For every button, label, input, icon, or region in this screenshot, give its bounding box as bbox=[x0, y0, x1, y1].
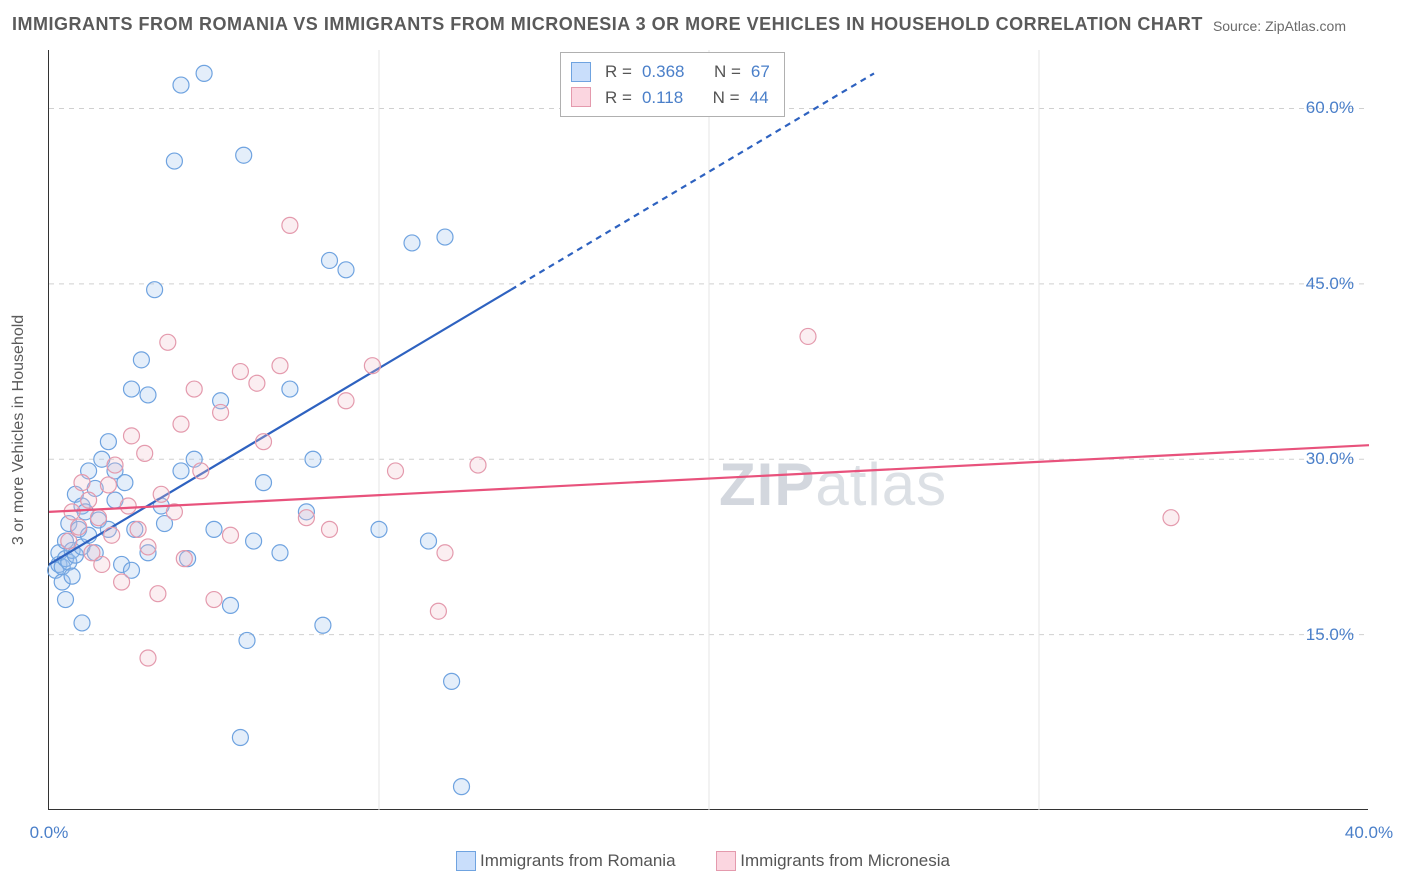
legend-item: Immigrants from Romania bbox=[456, 851, 676, 871]
bottom-legend: Immigrants from Romania Immigrants from … bbox=[0, 851, 1406, 876]
stats-n-label: N = bbox=[714, 59, 741, 85]
stats-row: R = 0.368 N = 67 bbox=[571, 59, 770, 85]
x-tick-label: 40.0% bbox=[1345, 823, 1393, 843]
stats-swatch bbox=[571, 62, 591, 82]
stats-r-value: 0.118 bbox=[642, 85, 683, 111]
stats-row: R = 0.118 N = 44 bbox=[571, 85, 770, 111]
stats-swatch bbox=[571, 87, 591, 107]
y-tick-label: 15.0% bbox=[1306, 625, 1354, 645]
y-tick-label: 30.0% bbox=[1306, 449, 1354, 469]
legend-swatch bbox=[456, 851, 476, 871]
plot-svg bbox=[49, 50, 1368, 809]
stats-r-value: 0.368 bbox=[642, 59, 685, 85]
source-label: Source: ZipAtlas.com bbox=[1213, 18, 1346, 34]
stats-r-label: R = bbox=[605, 59, 632, 85]
legend-swatch bbox=[716, 851, 736, 871]
legend-item: Immigrants from Micronesia bbox=[716, 851, 950, 871]
chart-title: IMMIGRANTS FROM ROMANIA VS IMMIGRANTS FR… bbox=[12, 14, 1203, 35]
legend-label: Immigrants from Romania bbox=[480, 851, 676, 871]
stats-n-value: 44 bbox=[750, 85, 769, 111]
y-axis-label: 3 or more Vehicles in Household bbox=[10, 315, 28, 545]
stats-n-label: N = bbox=[713, 85, 740, 111]
y-tick-label: 45.0% bbox=[1306, 274, 1354, 294]
stats-n-value: 67 bbox=[751, 59, 770, 85]
stats-r-label: R = bbox=[605, 85, 632, 111]
x-tick-label: 0.0% bbox=[30, 823, 69, 843]
correlation-chart: IMMIGRANTS FROM ROMANIA VS IMMIGRANTS FR… bbox=[0, 0, 1406, 892]
legend-label: Immigrants from Micronesia bbox=[740, 851, 950, 871]
stats-box: R = 0.368 N = 67 R = 0.118 N = 44 bbox=[560, 52, 785, 117]
plot-area: ZIPatlas 15.0%30.0%45.0%60.0%0.0%40.0% bbox=[48, 50, 1368, 810]
y-tick-label: 60.0% bbox=[1306, 98, 1354, 118]
